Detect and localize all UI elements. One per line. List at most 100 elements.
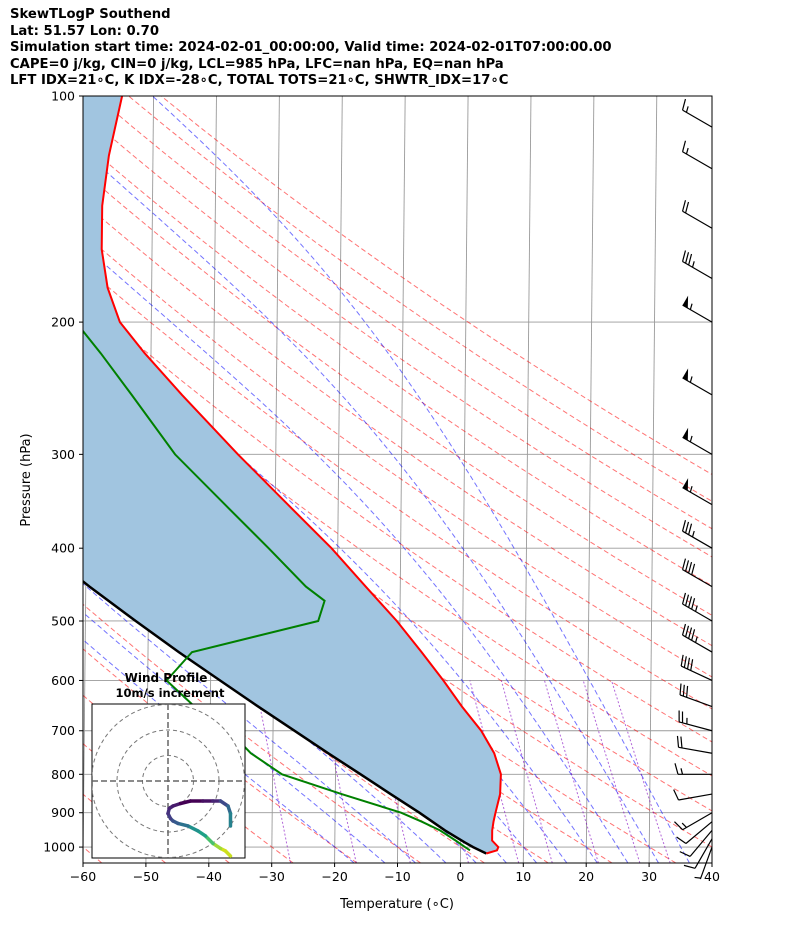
wind-barb-flag — [681, 250, 687, 262]
wind-barb-flag — [691, 563, 696, 576]
dry-adiabat-line — [95, 96, 712, 530]
wind-barb-staff — [680, 665, 713, 682]
wind-barb-halfflag — [681, 822, 687, 828]
wind-barb — [681, 623, 713, 653]
wind-barb-flag — [688, 253, 693, 266]
wind-barb-staff — [685, 821, 713, 844]
wind-barb-staff — [678, 793, 713, 801]
wind-barb-flag — [676, 735, 680, 748]
wind-barbs — [673, 98, 713, 880]
wind-barb-flag — [685, 594, 690, 606]
wind-barb — [676, 821, 713, 845]
y-axis-label: Pressure (hPa) — [19, 433, 34, 526]
wind-barb — [681, 250, 713, 280]
wind-barb-staff — [682, 530, 713, 549]
wind-barb — [683, 838, 713, 869]
wind-barb-staff — [682, 634, 713, 653]
wind-barb-staff — [682, 151, 713, 170]
wind-barb-staff — [682, 109, 713, 128]
y-tick-label: 600 — [51, 673, 75, 688]
wind-barb — [679, 683, 713, 708]
wind-barb — [674, 763, 712, 775]
x-tick-label: 0 — [456, 869, 464, 884]
y-tick-label: 100 — [51, 89, 75, 104]
hodograph-segment — [186, 824, 200, 833]
wind-barb-halfflag — [685, 106, 689, 113]
profile-lines — [83, 96, 502, 855]
wind-barb — [682, 368, 713, 396]
wind-barb — [680, 654, 713, 682]
x-tick-label: 20 — [578, 869, 594, 884]
wind-barb — [678, 710, 713, 732]
moist-adiabat-line — [83, 638, 355, 863]
wind-barb-halfflag — [689, 376, 693, 383]
wind-barb-pennant — [682, 478, 689, 491]
cape-area — [83, 96, 501, 854]
mixing-ratio-line — [254, 680, 292, 863]
wind-barb-flag — [681, 140, 687, 152]
wind-barb-flag — [683, 656, 687, 668]
wind-barb-halfflag — [689, 303, 693, 310]
wind-barb-flag — [685, 252, 690, 264]
wind-barb-flag — [688, 561, 693, 574]
wind-barb-staff — [682, 304, 713, 323]
mixing-ratio-line — [582, 680, 641, 863]
moist-adiabat-line — [83, 320, 598, 863]
x-tick-label: 10 — [515, 869, 531, 884]
x-tick-label: −60 — [70, 869, 96, 884]
y-tick-label: 1000 — [43, 840, 75, 855]
wind-barb-flag — [674, 821, 683, 831]
wind-barb-halfflag — [694, 876, 701, 879]
dry-adiabat-line — [160, 96, 712, 476]
wind-barb-halfflag — [689, 435, 693, 443]
wind-barb-flag — [683, 864, 696, 869]
wind-barb-flag — [681, 98, 687, 111]
wind-barb-flag — [681, 200, 687, 212]
y-tick-label: 300 — [51, 447, 75, 462]
wind-barb-flag — [680, 736, 683, 749]
hodograph-plot — [92, 704, 245, 858]
wind-barb-halfflag — [685, 147, 689, 155]
cape-fill-region — [83, 96, 501, 854]
hodograph-title: Wind Profile — [125, 671, 208, 685]
wind-barb — [681, 140, 713, 170]
wind-barb-pennant — [682, 427, 689, 441]
wind-barb-flag — [679, 851, 691, 857]
wind-barb-halfflag — [689, 486, 693, 493]
x-tick-label: −30 — [259, 869, 285, 884]
x-tick-label: −40 — [196, 869, 222, 884]
moist-adiabat-line — [83, 150, 660, 863]
mixing-ratio-line — [544, 680, 599, 863]
wind-barb-staff — [682, 569, 713, 588]
parcel-profile-line — [83, 579, 487, 855]
wind-barb-flag — [679, 683, 682, 695]
isotherm-line — [585, 96, 595, 863]
y-tick-label: 400 — [51, 541, 75, 556]
wind-barb — [679, 829, 713, 857]
mixing-ratio-line — [316, 680, 357, 863]
wind-barb — [681, 98, 713, 128]
dry-adiabat-line — [83, 201, 712, 647]
wind-barb — [673, 789, 713, 801]
wind-barb — [681, 200, 713, 229]
wind-barb-flag — [685, 521, 690, 534]
wind-barb-flag — [690, 659, 694, 671]
wind-barb-pennant — [682, 368, 689, 381]
wind-barb-staff — [689, 829, 713, 857]
axes: −60 −50 −40 −30 −20 −10 0 10 20 30 40 100 200 300 400 5… — [43, 89, 720, 885]
wind-barb-halfflag — [691, 530, 695, 538]
moist-adiabat-line — [83, 244, 629, 863]
x-tick-label: −20 — [321, 869, 347, 884]
wind-barb-flag — [674, 763, 679, 775]
wind-barb — [681, 558, 713, 588]
y-tick-label: 500 — [51, 613, 75, 628]
wind-barb-flag — [681, 592, 687, 605]
wind-barb-flag — [688, 596, 693, 608]
wind-barb-flag — [673, 789, 680, 801]
wind-barb-staff — [682, 261, 713, 280]
stability-line: CAPE=0 j/kg, CIN=0 j/kg, LCL=985 hPa, LF… — [10, 56, 504, 72]
x-tick-label: 40 — [704, 869, 720, 884]
hodograph-subtitle: 10m/s increment — [116, 686, 225, 700]
hodograph-segment — [203, 834, 215, 846]
dewpoint-line — [83, 329, 471, 852]
